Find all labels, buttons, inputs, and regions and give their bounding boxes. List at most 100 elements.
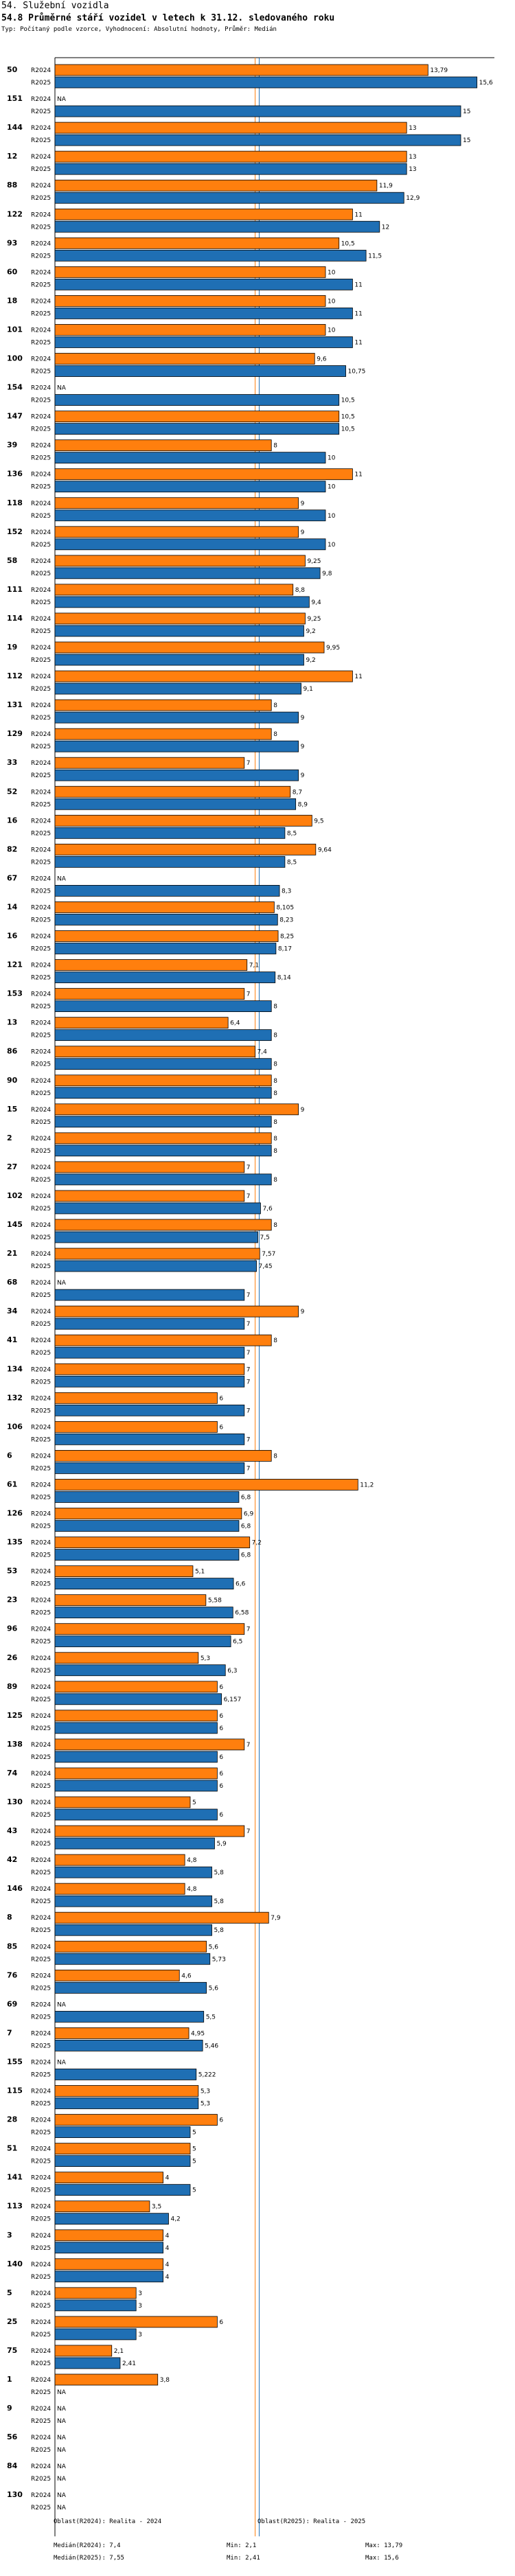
row-id-label: 93 — [7, 238, 17, 247]
value-label: 6 — [219, 1725, 223, 1732]
value-label: 6,8 — [241, 1552, 251, 1559]
bar-r2025 — [54, 943, 277, 954]
row-id-label: 50 — [7, 65, 18, 74]
row-id-label: 16 — [7, 816, 18, 825]
series-label: R2025 — [31, 571, 51, 577]
series-label: R2024 — [31, 1626, 51, 1633]
bar-r2025 — [54, 971, 276, 983]
series-label: R2025 — [31, 1668, 51, 1675]
series-label: R2024 — [31, 1078, 51, 1085]
row-id-label: 34 — [7, 1307, 18, 1315]
bar-r2024 — [54, 728, 272, 740]
series-label: R2025 — [31, 1523, 51, 1530]
bar-r2024 — [54, 1969, 180, 1981]
series-label: R2024 — [31, 1309, 51, 1315]
value-label: 13 — [409, 166, 416, 173]
min-r2025-label: Min: 2,41 — [227, 2555, 260, 2562]
value-label: 9 — [301, 715, 305, 722]
na-label: NA — [57, 96, 67, 103]
bar-r2024 — [54, 843, 317, 855]
series-label: R2024 — [31, 2175, 51, 2182]
value-label: 7,4 — [258, 1049, 268, 1056]
bar-r2024 — [54, 1017, 229, 1029]
bar-r2025 — [54, 220, 380, 233]
value-label: 13 — [409, 125, 416, 132]
value-label: 8,7 — [293, 789, 302, 796]
row-id-label: 130 — [7, 1797, 23, 1806]
bar-r2024 — [54, 1883, 185, 1895]
na-label: NA — [57, 2476, 67, 2483]
na-label: NA — [57, 1280, 67, 1287]
series-label: R2024 — [31, 963, 51, 969]
series-label: R2024 — [31, 789, 51, 796]
series-label: R2024 — [31, 2146, 51, 2153]
series-label: R2024 — [31, 587, 51, 594]
legend-r2025: Oblast(R2025): Realita - 2025 — [258, 2518, 366, 2525]
bar-r2025 — [54, 1895, 212, 1907]
bar-r2025 — [54, 278, 353, 290]
bar-r2024 — [54, 1449, 272, 1462]
row-id-label: 121 — [7, 961, 23, 969]
na-label: NA — [57, 875, 67, 882]
value-label: 13 — [409, 154, 416, 161]
series-label: R2024 — [31, 2059, 51, 2066]
value-label: 8 — [273, 1119, 277, 1126]
value-label: 11 — [354, 211, 362, 218]
series-label: R2025 — [31, 2505, 51, 2511]
value-label: 9,4 — [311, 599, 321, 606]
series-label: R2025 — [31, 1898, 51, 1905]
value-label: 7 — [247, 1292, 251, 1299]
value-label: 8 — [273, 1136, 277, 1142]
bar-r2025 — [54, 885, 280, 897]
series-label: R2024 — [31, 1164, 51, 1171]
value-label: 5,46 — [205, 2043, 218, 2049]
bar-r2024 — [54, 1854, 185, 1866]
bar-r2024 — [54, 1334, 272, 1346]
value-label: 8 — [273, 731, 277, 738]
bar-r2024 — [54, 2085, 199, 2097]
bar-r2025 — [54, 1087, 272, 1099]
value-label: 5,6 — [209, 1985, 219, 1992]
bar-r2025 — [54, 1780, 218, 1792]
series-label: R2025 — [31, 2216, 51, 2223]
row-id-label: 106 — [7, 1422, 23, 1431]
row-id-label: 153 — [7, 989, 23, 998]
series-label: R2024 — [31, 558, 51, 565]
bar-r2024 — [54, 526, 299, 538]
series-label: R2025 — [31, 2360, 51, 2367]
bar-r2025 — [54, 827, 286, 839]
series-label: R2024 — [31, 2319, 51, 2326]
value-label: 7,9 — [271, 1915, 281, 1922]
series-label: R2024 — [31, 847, 51, 853]
value-label: 9,25 — [307, 616, 321, 623]
series-label: R2024 — [31, 2089, 51, 2095]
value-label: 5,8 — [214, 1870, 225, 1876]
bar-r2024 — [54, 2114, 218, 2126]
row-id-label: 56 — [7, 2433, 18, 2441]
series-label: R2024 — [31, 1540, 51, 1547]
series-label: R2025 — [31, 2101, 51, 2108]
series-label: R2024 — [31, 1771, 51, 1778]
value-label: 9,95 — [326, 645, 340, 652]
row-id-label: 75 — [7, 2346, 17, 2355]
bar-r2025 — [54, 192, 404, 204]
series-label: R2024 — [31, 529, 51, 536]
row-id-label: 61 — [7, 1480, 17, 1488]
bar-r2025 — [54, 1404, 245, 1416]
series-label: R2025 — [31, 744, 51, 750]
bar-r2025 — [54, 2213, 169, 2225]
bar-r2025 — [54, 452, 326, 464]
bar-r2025 — [54, 1318, 245, 1330]
bar-r2025 — [54, 1145, 272, 1157]
value-label: 3 — [138, 2303, 142, 2310]
row-id-label: 58 — [7, 556, 17, 565]
value-label: 9,6 — [317, 356, 327, 363]
value-label: 6 — [219, 1771, 223, 1778]
series-label: R2025 — [31, 2389, 51, 2396]
series-label: R2025 — [31, 2245, 51, 2252]
value-label: 8,105 — [276, 904, 294, 911]
value-label: 6,58 — [235, 1610, 249, 1617]
bar-r2024 — [54, 2200, 150, 2213]
value-label: 8,8 — [295, 587, 306, 594]
